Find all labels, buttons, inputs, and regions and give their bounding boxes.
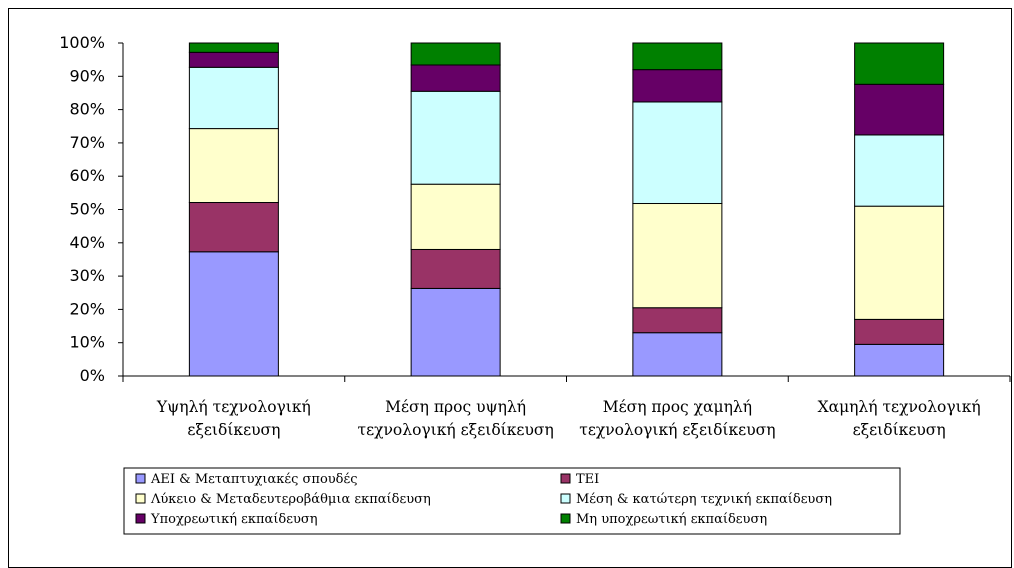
legend-label: Μέση & κατώτερη τεχνική εκπαίδευση [576,492,832,507]
y-tick-label: 20% [69,299,105,318]
bar-segment [854,343,945,377]
x-category-label: Μέση προς υψηλή [385,398,526,416]
y-tick-label: 40% [69,233,105,252]
legend-label: Υποχρεωτική εκπαίδευση [150,512,318,527]
bar-segment [188,51,279,68]
bar-segment [854,83,945,136]
legend-label: ΤΕΙ [576,472,599,487]
bar-segment [188,128,279,204]
x-category-label: τεχνολογική εξειδίκευση [579,421,775,439]
bar-segment [632,101,723,205]
bar-segment [410,64,501,92]
y-tick-label: 80% [69,100,105,119]
legend-label: ΑΕΙ & Μεταπτυχιακές σπουδές [150,472,358,487]
legend-label: Λύκειο & Μεταδευτεροβάθμια εκπαίδευση [150,492,431,507]
bar-segment [632,332,723,377]
x-category-label: εξειδίκευση [187,421,280,439]
y-tick-label: 90% [69,66,105,85]
bar-segment [854,42,945,85]
x-category-label: εξειδίκευση [853,421,946,439]
legend-swatch [135,473,146,484]
x-category-label: Χαμηλή τεχνολογική [818,398,981,416]
bar-segment [854,318,945,345]
y-tick-label: 0% [80,366,105,385]
bar-segment [188,42,279,53]
legend-label: Μη υποχρεωτική εκπαίδευση [576,512,767,527]
stacked-bar-chart: 0% 10% 20% 30% 40% 50% 60% 70% 80% 90% 100% Υψηλή τ… [59,33,1011,535]
x-category-label: Υψηλή τεχνολογική [156,398,311,416]
legend-swatch [135,513,146,524]
y-tick-label: 10% [69,333,105,352]
bar-segment [854,134,945,207]
bar-segment [410,42,501,66]
bar-segment [188,251,279,377]
x-category-label: τεχνολογική εξειδίκευση [358,421,554,439]
bar-segment [410,287,501,377]
legend-swatch [560,473,571,484]
bar-segment [410,248,501,289]
bar-segment [632,203,723,309]
bar-segment [410,183,501,250]
bar-segment [854,205,945,320]
bar-segment [188,202,279,253]
bar-segment [632,307,723,334]
bar-segment [632,42,723,71]
y-tick-label: 100% [59,33,105,52]
legend-swatch [560,493,571,504]
x-category-label: Μέση προς χαμηλή [603,398,752,416]
legend-box [123,467,901,535]
bar-segment [188,66,279,130]
y-tick-label: 30% [69,266,105,285]
legend-swatch [135,493,146,504]
bar-segment [632,69,723,103]
y-tick-label: 70% [69,133,105,152]
legend-swatch [560,513,571,524]
y-tick-label: 50% [69,200,105,219]
bar-segment [410,90,501,185]
y-tick-label: 60% [69,166,105,185]
